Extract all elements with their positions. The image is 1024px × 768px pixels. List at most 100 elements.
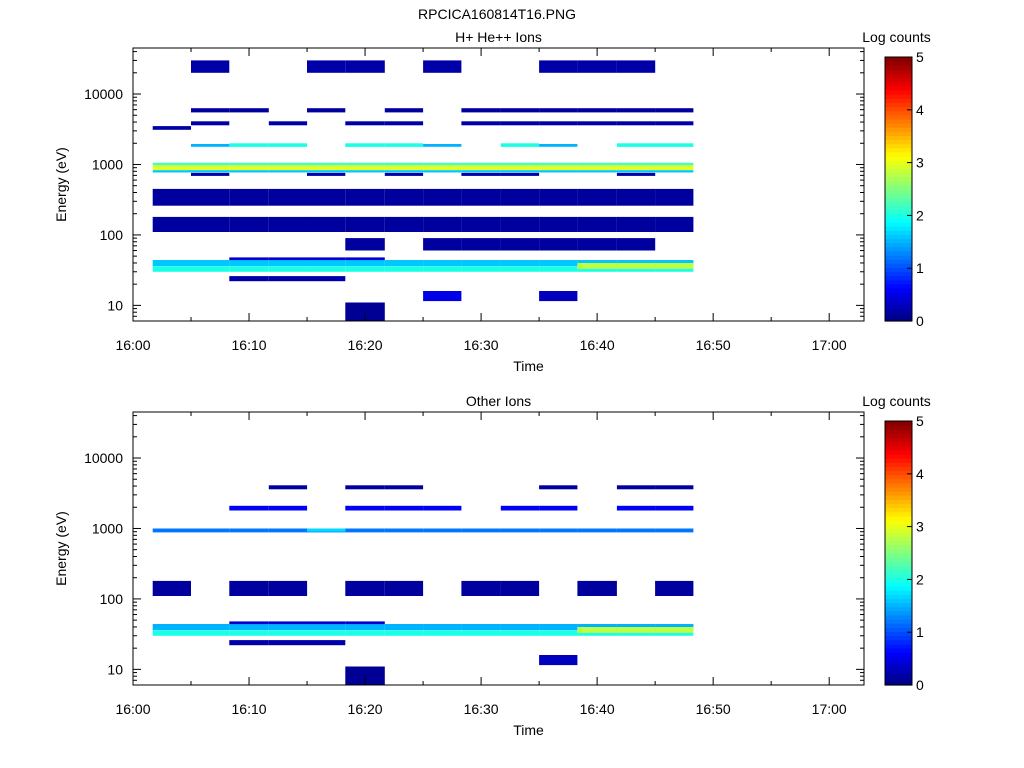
heatmap-cell	[229, 640, 269, 646]
heatmap-cell	[307, 260, 346, 267]
colorbar-step	[885, 598, 912, 604]
heatmap-cells	[152, 60, 694, 321]
heatmap-cell	[191, 172, 230, 176]
heatmap-cell	[345, 238, 385, 251]
heatmap-cell	[268, 640, 308, 646]
colorbar-step	[885, 127, 912, 132]
heatmap-cell	[268, 621, 308, 625]
heatmap-cell	[229, 624, 269, 631]
heatmap-cell	[461, 162, 501, 166]
x-tick-label: 16:10	[232, 337, 267, 353]
heatmap-cell	[655, 165, 694, 168]
heatmap-cell	[229, 167, 269, 171]
heatmap-cell	[345, 528, 385, 533]
heatmap-cell	[423, 144, 462, 147]
x-tick-label: 16:20	[348, 337, 383, 353]
heatmap-cell	[423, 238, 462, 251]
heatmap-cell	[384, 121, 424, 126]
heatmap-cell	[152, 216, 191, 232]
heatmap-cell	[577, 630, 617, 636]
heatmap-cell	[423, 170, 462, 173]
colorbar-step	[885, 491, 912, 496]
colorbar-step	[885, 110, 912, 116]
colorbar-step	[885, 156, 912, 161]
colorbar-step	[885, 213, 912, 219]
heatmap-cell	[307, 528, 346, 532]
heatmap-cell	[152, 126, 191, 130]
heatmap-cell	[345, 666, 385, 685]
heatmap-cell	[191, 108, 230, 113]
heatmap-cell	[500, 580, 540, 596]
colorbar-step	[885, 151, 912, 157]
heatmap-cell	[152, 165, 191, 168]
y-tick-label: 1000	[92, 520, 123, 536]
heatmap-cell	[577, 165, 617, 168]
heatmap-cell	[539, 121, 578, 126]
heatmap-cell	[384, 170, 424, 173]
heatmap-cell	[461, 108, 501, 113]
x-tick-label: 16:00	[115, 701, 150, 717]
colorbar-step	[885, 524, 912, 529]
colorbar-step	[885, 65, 912, 70]
colorbar-step	[885, 316, 912, 322]
heatmap-cell	[307, 60, 346, 73]
colorbar-step	[885, 652, 912, 657]
y-tick-label: 100	[100, 227, 124, 243]
colorbar-step	[885, 102, 912, 108]
heatmap-cell	[539, 528, 578, 533]
heatmap-cell	[423, 165, 462, 168]
heatmap-cell	[345, 621, 385, 625]
colorbar-step	[885, 209, 912, 215]
y-axis-label: Energy (eV)	[53, 147, 69, 222]
heatmap-cell	[229, 170, 269, 173]
heatmap-cell	[384, 216, 424, 232]
heatmap-cell	[616, 238, 656, 251]
heatmap-cell	[577, 170, 617, 173]
heatmap-cell	[191, 624, 230, 631]
heatmap-cell	[384, 162, 424, 166]
heatmap-cell	[307, 170, 346, 173]
heatmap-cell	[384, 260, 424, 267]
colorbar-step	[885, 569, 912, 575]
y-tick-label: 10000	[84, 450, 123, 466]
heatmap-cell	[345, 167, 385, 171]
colorbar-tick-label: 2	[916, 207, 924, 223]
heatmap-cell	[461, 165, 501, 168]
heatmap-cell	[423, 162, 462, 166]
heatmap-cell	[461, 188, 501, 206]
colorbar-step	[885, 437, 912, 443]
heatmap-cell	[307, 266, 346, 272]
colorbar-step	[885, 98, 912, 103]
colorbar-step	[885, 656, 912, 661]
colorbar-step	[885, 532, 912, 538]
colorbar-tick-label: 5	[916, 49, 924, 65]
heatmap-cell	[616, 216, 656, 232]
heatmap-cell	[461, 172, 501, 176]
heatmap-cell	[577, 121, 617, 126]
colorbar-step	[885, 540, 912, 546]
colorbar-step	[885, 283, 912, 289]
heatmap-cell	[500, 505, 540, 511]
heatmap-cell	[500, 188, 540, 206]
heatmap-cell	[655, 263, 694, 269]
colorbar-step	[885, 300, 912, 306]
heatmap-cell	[307, 640, 346, 646]
heatmap-cell	[461, 624, 501, 631]
colorbar-step	[885, 312, 912, 318]
heatmap-cell	[384, 505, 424, 511]
heatmap-cell	[152, 580, 191, 596]
heatmap-cell	[539, 238, 578, 251]
heatmap-cell	[384, 266, 424, 272]
heatmap-cell	[384, 143, 424, 147]
heatmap-cell	[268, 276, 308, 282]
heatmap-cell	[345, 260, 385, 267]
colorbar: 0 1 2 3 4 5 Log counts	[862, 393, 931, 693]
heatmap-cell	[500, 266, 540, 272]
heatmap-cell	[423, 266, 462, 272]
y-tick-label: 10	[107, 661, 123, 677]
colorbar-tick-label: 2	[916, 571, 924, 587]
x-tick-label: 16:00	[115, 337, 150, 353]
colorbar-step	[885, 425, 912, 430]
heatmap-cell	[423, 630, 462, 636]
heatmap-cell	[423, 528, 462, 533]
